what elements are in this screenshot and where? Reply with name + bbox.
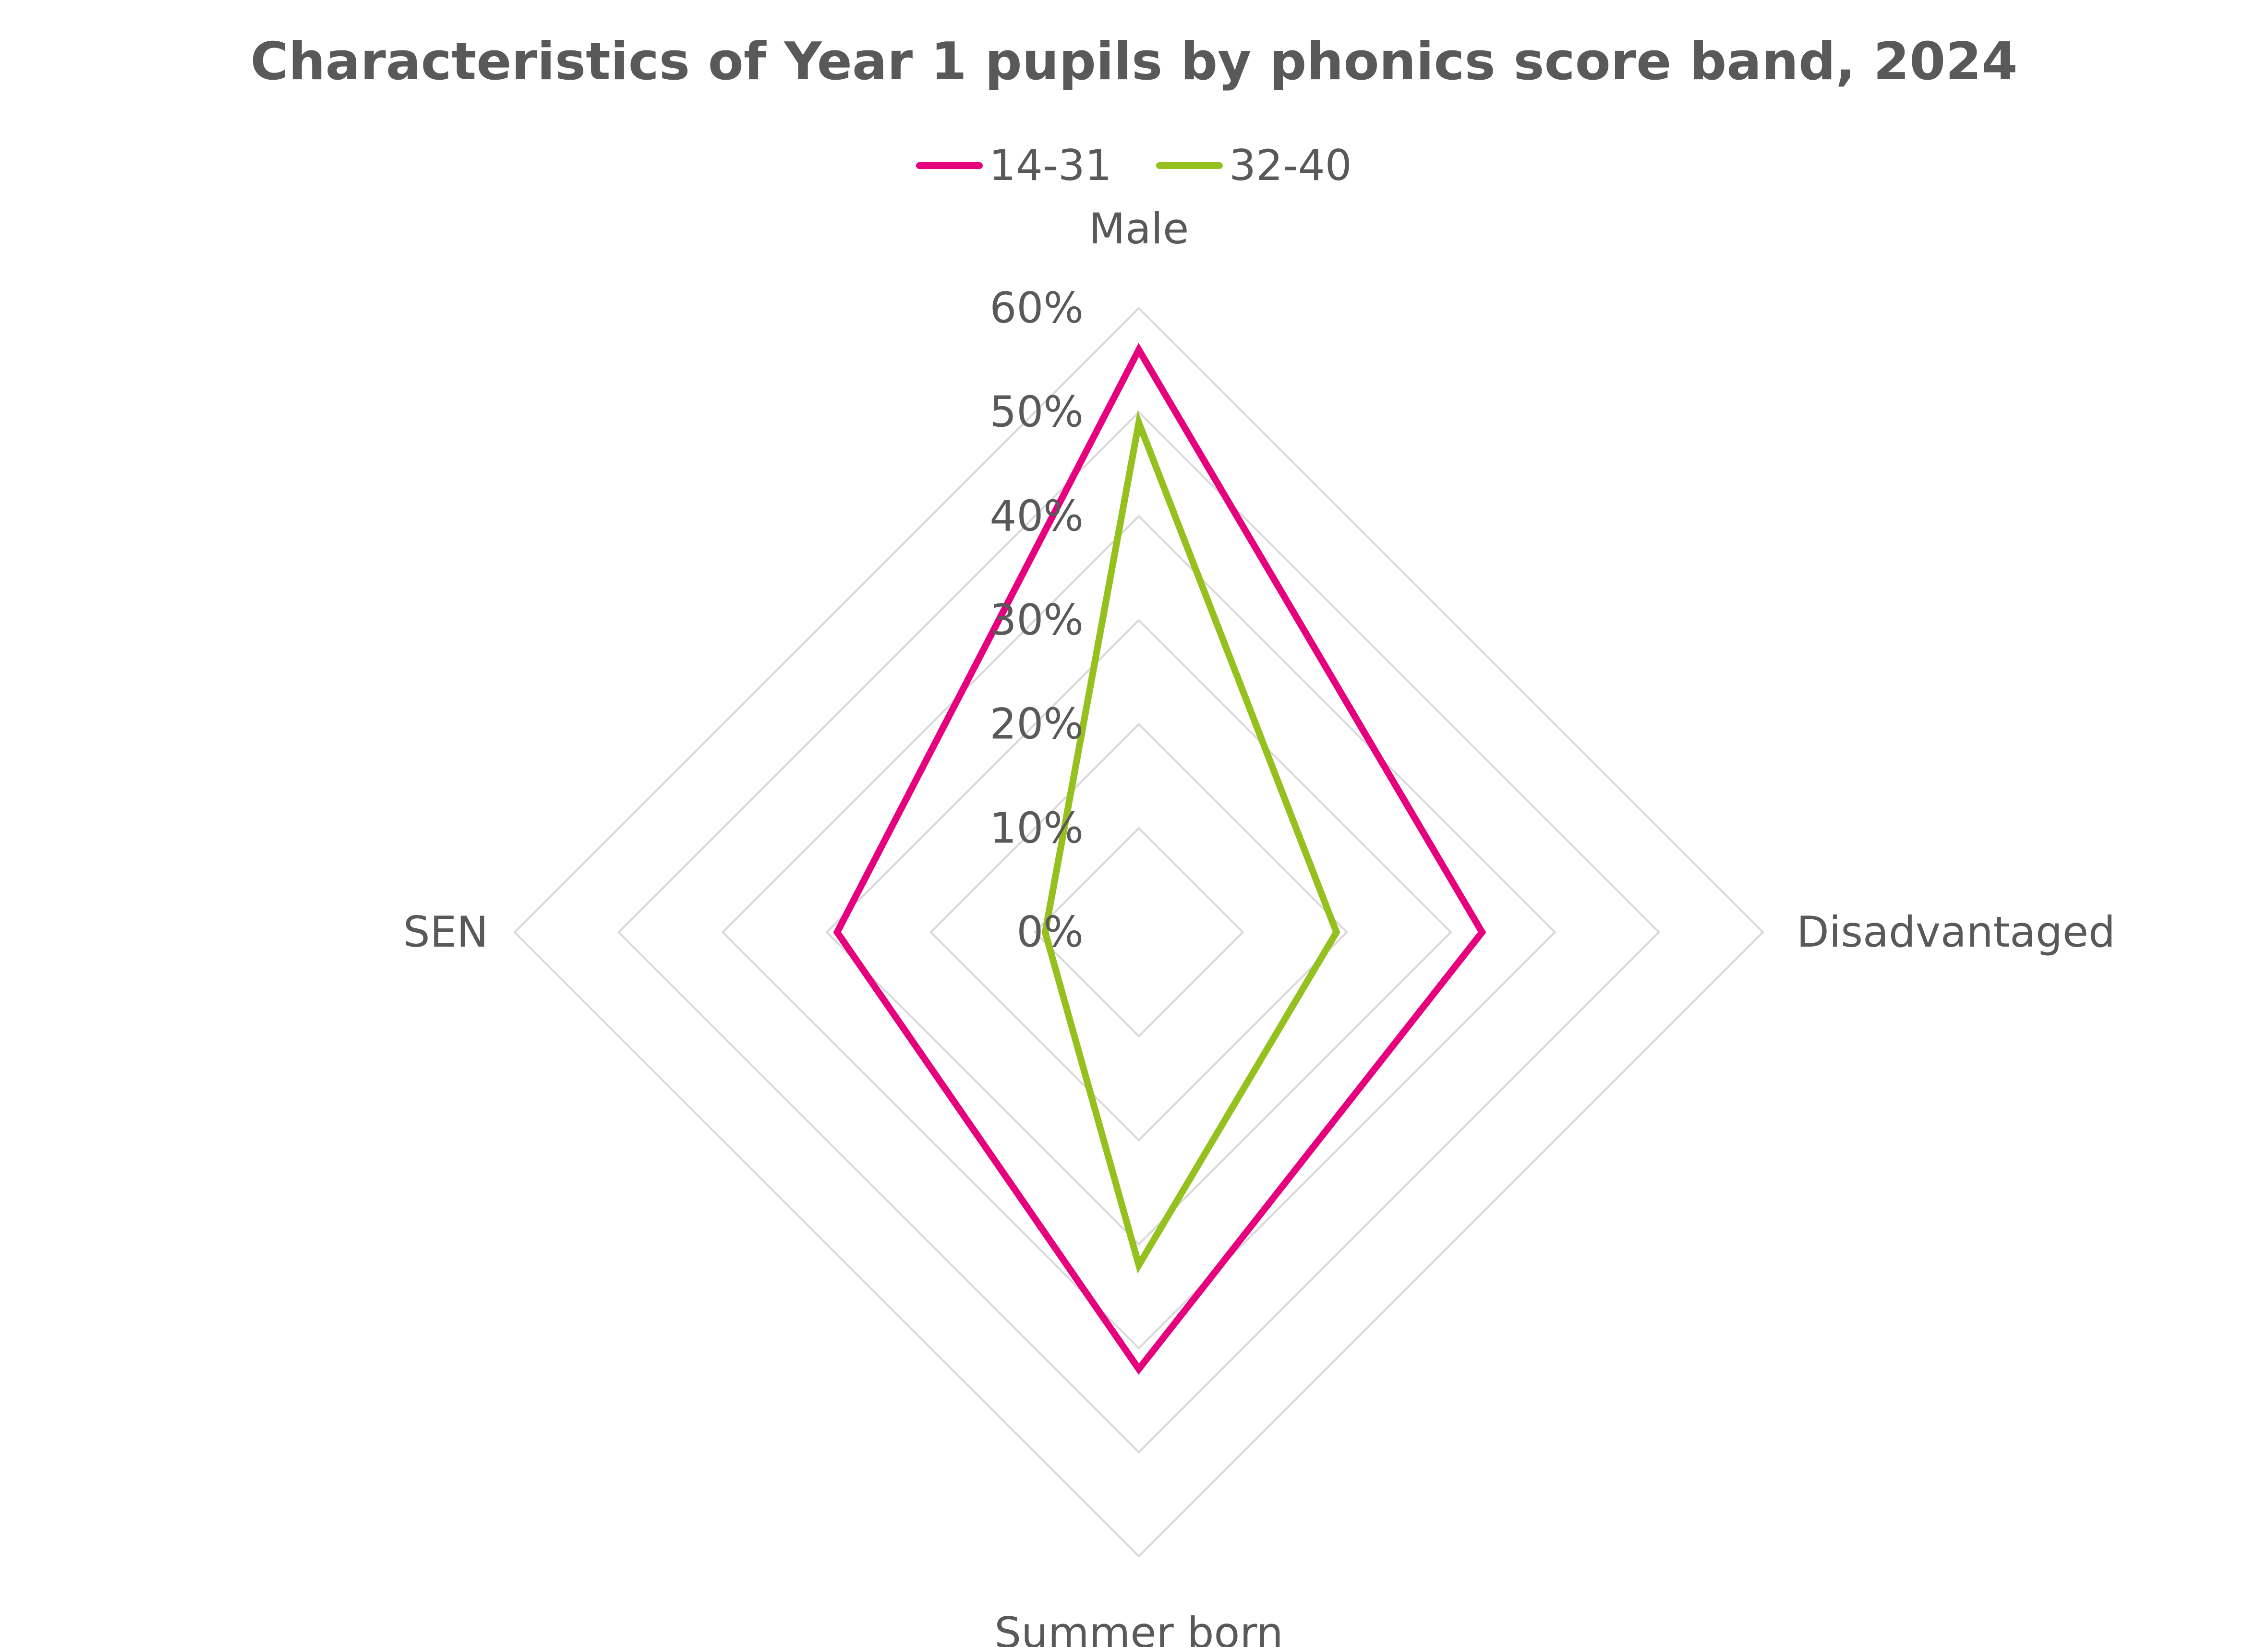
data-point-32-40-male [1135,419,1142,426]
tick-label-6: 60% [989,283,1084,333]
series-line-32-40 [1041,410,1340,1274]
grid-ring-4 [721,515,1556,1350]
data-point-32-40-sen [1042,929,1049,936]
data-point-14-31-disadvantaged [1479,929,1485,936]
axis-label-disadvantaged: Disadvantaged [1797,907,2115,957]
grid-ring-3 [825,619,1452,1246]
axis-labels: Male Disadvantaged Summer born SEN [403,204,2115,1647]
grid-ring-6 [513,307,1764,1558]
axis-label-sen: SEN [403,907,488,957]
data-point-32-40-disadvantaged [1333,929,1340,936]
tick-label-2: 20% [989,699,1084,749]
radar-series [833,343,1486,1375]
legend: 14-31 32-40 [916,141,1352,190]
tick-label-0: 0% [1016,907,1084,957]
tick-label-4: 40% [989,491,1084,541]
data-point-32-40-summer-born [1135,1262,1142,1269]
radial-tick-labels: 0% 10% 20% 30% 40% 50% 60% [989,283,1084,957]
series-line-14-31 [833,343,1486,1375]
data-point-14-31-male [1135,346,1142,353]
legend-label-14-31: 14-31 [989,141,1112,190]
data-point-14-31-summer-born [1135,1366,1142,1372]
tick-label-1: 10% [989,803,1084,853]
axis-label-summer-born: Summer born [994,1608,1283,1647]
grid-ring-1 [1033,827,1244,1038]
data-point-14-31-sen [833,929,841,936]
tick-label-3: 30% [989,595,1084,645]
tick-label-5: 50% [989,387,1084,437]
axis-label-male: Male [1089,204,1189,253]
legend-label-32-40: 32-40 [1229,141,1352,190]
radar-grid [513,307,1764,1558]
grid-ring-2 [929,722,1349,1142]
grid-ring-5 [617,410,1661,1454]
chart-title: Characteristics of Year 1 pupils by phon… [250,32,2017,92]
